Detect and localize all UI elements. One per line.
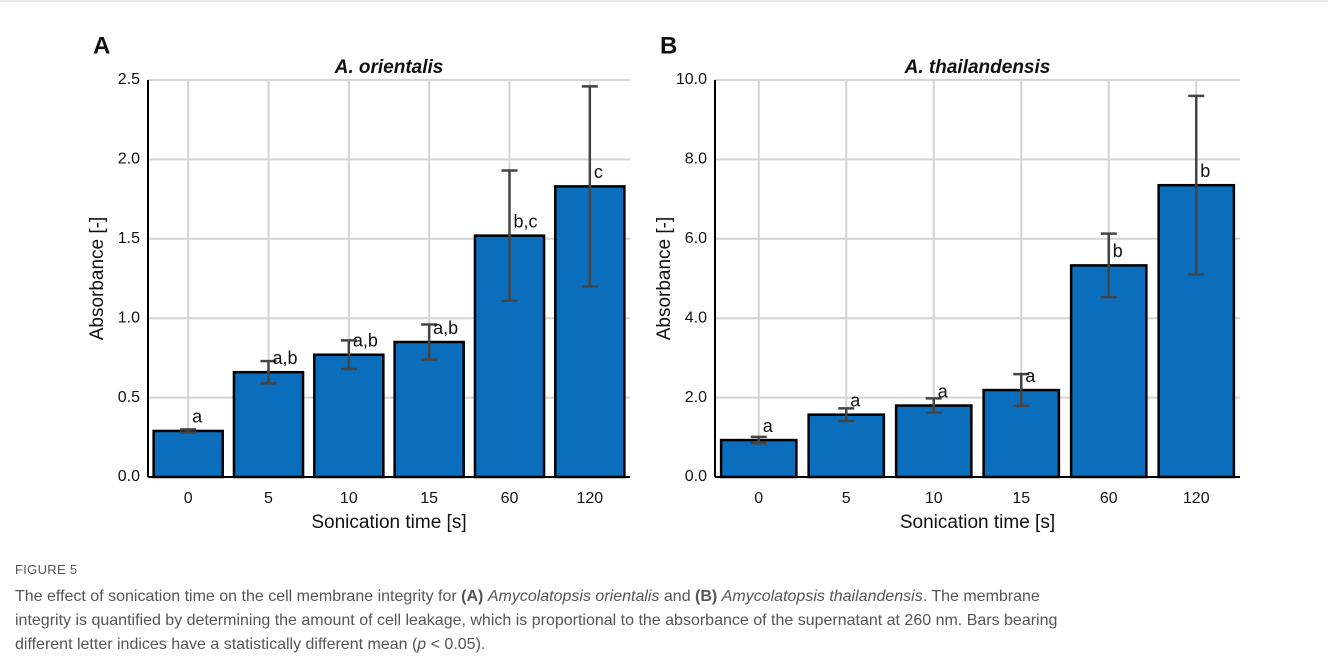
y-tick-label: 4.0: [685, 309, 707, 326]
x-tick-label: 5: [264, 490, 273, 507]
bar: [393, 340, 465, 479]
x-tick-label: 10: [925, 490, 943, 507]
chart-title: A. orientalis: [334, 57, 444, 78]
x-tick-label: 5: [842, 490, 851, 507]
caption-label: FIGURE 5: [15, 562, 78, 577]
y-tick-label: 2.5: [118, 71, 140, 88]
significance-letter: a: [938, 381, 949, 401]
caption-line: integrity is quantified by determining t…: [15, 609, 1057, 633]
caption-text: Amycolatopsis orientalis: [487, 588, 660, 605]
y-axis-label: Absorbance [-]: [654, 217, 675, 341]
bar: [152, 429, 224, 479]
y-tick-label: 6.0: [685, 230, 707, 247]
significance-letter: a,b: [433, 318, 458, 338]
figure: 0.0 0.5 1.0 1.5 2.0 2.5 a 0 a,b 5 a,b 10 a,b 15 b,c 60 c…: [0, 0, 1328, 533]
bar: [894, 404, 973, 479]
bar: [719, 438, 798, 479]
x-tick-label: 15: [1012, 490, 1030, 507]
bar: [232, 370, 305, 479]
caption-text: different letter indices have a statisti…: [15, 636, 418, 653]
significance-letter: c: [594, 162, 603, 182]
caption-line: The effect of sonication time on the cel…: [15, 585, 1057, 609]
significance-letter: a,b: [273, 348, 298, 368]
caption-text: (A): [461, 588, 484, 605]
caption-text: The effect of sonication time on the cel…: [15, 588, 462, 605]
caption-text: p: [417, 636, 427, 653]
x-tick-label: 0: [184, 490, 193, 507]
y-axis-label: Absorbance [-]: [87, 217, 108, 341]
panel-label: B: [660, 32, 677, 59]
x-tick-label: 0: [754, 490, 763, 507]
caption-text: . The membrane: [922, 588, 1040, 605]
significance-letter: a,b: [353, 330, 378, 350]
caption-text: Amycolatopsis thailandensis: [721, 588, 923, 605]
bar: [313, 353, 385, 479]
y-tick-label: 0.0: [685, 468, 707, 485]
y-tick-label: 0.0: [118, 468, 140, 485]
y-tick-label: 8.0: [685, 151, 707, 168]
caption-text: < 0.05).: [426, 636, 486, 653]
x-tick-label: 15: [420, 490, 438, 507]
caption-text: (B): [695, 588, 718, 605]
caption-line: different letter indices have a statisti…: [15, 633, 1057, 657]
significance-letter: a: [192, 407, 203, 427]
y-tick-label: 1.0: [118, 309, 140, 326]
x-tick-label: 10: [340, 490, 358, 507]
significance-letter: a: [763, 416, 774, 436]
x-tick-label: 120: [576, 490, 603, 507]
y-tick-label: 0.5: [118, 389, 140, 406]
significance-letter: a: [850, 390, 861, 410]
caption: FIGURE 5 The effect of sonication time o…: [15, 562, 1057, 657]
chart-title: A. thailandensis: [904, 57, 1051, 78]
significance-letter: b: [1113, 241, 1123, 261]
y-tick-label: 2.0: [685, 389, 707, 406]
x-tick-label: 60: [501, 490, 519, 507]
x-axis-label: Sonication time [s]: [311, 512, 466, 533]
bar: [1069, 264, 1148, 479]
caption-text: and: [659, 588, 696, 605]
y-tick-label: 10.0: [676, 71, 707, 88]
y-tick-label: 1.5: [118, 230, 140, 247]
bar: [807, 413, 886, 479]
significance-letter: b,c: [514, 211, 538, 231]
caption-text: integrity is quantified by determining t…: [15, 612, 1058, 629]
x-tick-label: 120: [1183, 490, 1210, 507]
significance-letter: b: [1200, 161, 1210, 181]
x-tick-label: 60: [1100, 490, 1118, 507]
x-axis-label: Sonication time [s]: [900, 512, 1055, 533]
panel-label: A: [93, 32, 110, 59]
y-tick-label: 2.0: [118, 151, 140, 168]
significance-letter: a: [1025, 366, 1036, 386]
